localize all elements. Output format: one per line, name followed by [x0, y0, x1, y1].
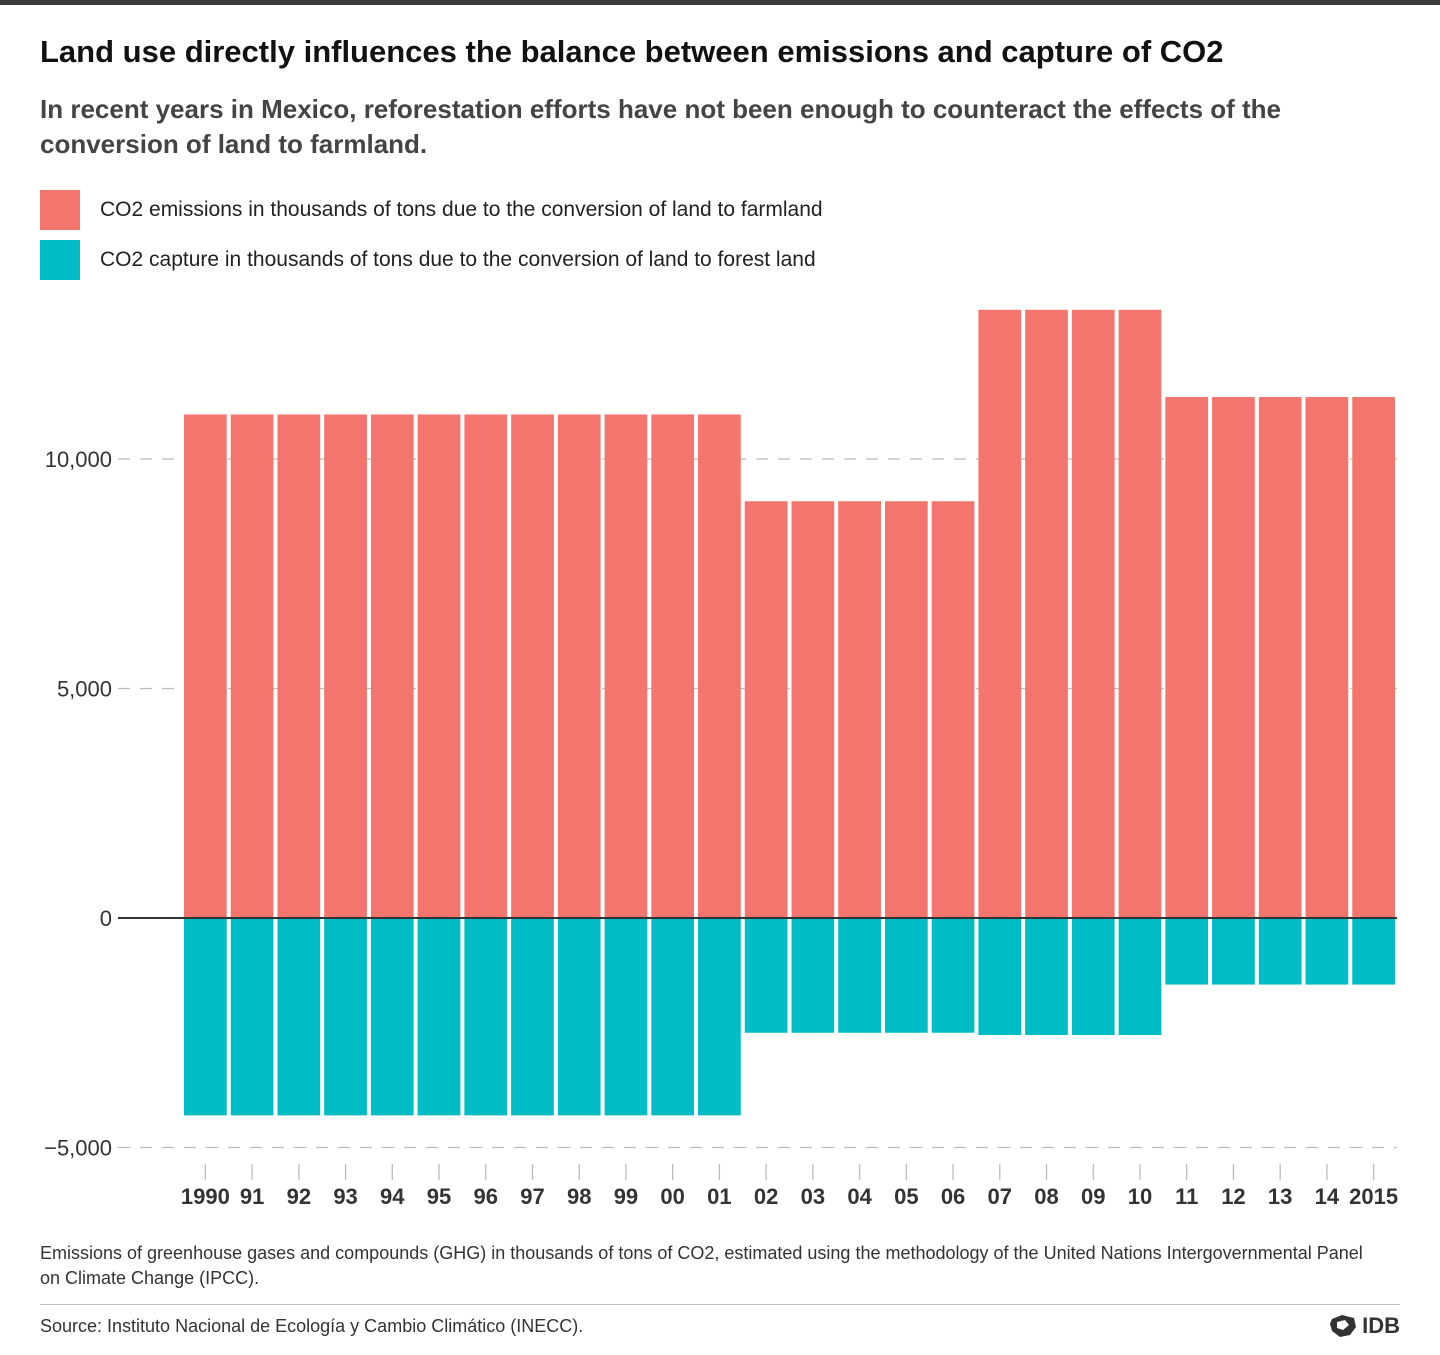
bar-capture — [931, 918, 975, 1033]
x-tick-label: 03 — [801, 1184, 825, 1209]
bar-emissions — [1352, 397, 1395, 918]
bar-capture — [184, 918, 227, 1116]
bar-capture — [1165, 918, 1209, 985]
bar-capture — [511, 918, 554, 1116]
x-tick-label: 93 — [333, 1184, 357, 1209]
bar-capture — [791, 918, 835, 1033]
bar-capture — [744, 918, 788, 1033]
bar-emissions — [1258, 397, 1302, 918]
chart-subtitle: In recent years in Mexico, reforestation… — [40, 94, 1282, 159]
bar-emissions — [791, 501, 835, 918]
legend-item-emissions: CO2 emissions in thousands of tons due t… — [40, 190, 823, 230]
bar-emissions — [511, 414, 554, 918]
idb-logo-icon — [1330, 1315, 1357, 1337]
bar-emissions — [1305, 397, 1349, 918]
bar-emissions — [744, 501, 788, 918]
legend-swatch-capture — [40, 240, 80, 280]
bar-emissions — [370, 414, 414, 918]
legend-swatch-emissions — [40, 190, 80, 230]
bar-emissions — [698, 414, 741, 918]
bar-capture — [324, 918, 367, 1116]
bar-capture — [698, 918, 741, 1116]
x-tick-label: 07 — [988, 1184, 1012, 1209]
bar-capture — [1258, 918, 1302, 985]
bar-emissions — [838, 501, 881, 918]
x-tick-label: 12 — [1221, 1184, 1245, 1209]
x-tick-label: 99 — [614, 1184, 638, 1209]
y-tick-label: 0 — [100, 906, 112, 931]
x-tick-label: 11 — [1175, 1184, 1198, 1209]
bar-capture — [1071, 918, 1115, 1036]
idb-logo: IDB — [1328, 1313, 1400, 1339]
bar-emissions — [604, 414, 648, 918]
top-border — [0, 0, 1440, 5]
bar-capture — [1352, 918, 1395, 985]
x-tick-label: 91 — [240, 1184, 264, 1209]
y-tick-label: 5,000 — [57, 677, 112, 702]
x-tick-label: 10 — [1128, 1184, 1152, 1209]
x-tick-label: 14 — [1315, 1184, 1340, 1209]
bar-chart: 10,000 5,000 0 −5,000 1990 91 92 93 94 95 96 97 98 99… — [44, 309, 1398, 1209]
bar-capture — [370, 918, 414, 1116]
legend-label-emissions: CO2 emissions in thousands of tons due t… — [100, 198, 823, 221]
x-tick-label: 04 — [847, 1184, 872, 1209]
bar-emissions — [1118, 309, 1162, 918]
bar-capture — [1305, 918, 1349, 985]
bar-capture — [651, 918, 695, 1116]
bar-capture — [1212, 918, 1255, 985]
x-tick-label: 1990 — [181, 1184, 230, 1209]
bar-emissions — [978, 309, 1022, 918]
bar-capture — [838, 918, 881, 1033]
bar-emissions — [884, 501, 928, 918]
bar-capture — [230, 918, 274, 1116]
bar-emissions — [230, 414, 274, 918]
x-tick-label: 02 — [754, 1184, 778, 1209]
x-tick-label: 00 — [660, 1184, 684, 1209]
bar-capture — [557, 918, 601, 1116]
bar-emissions — [417, 414, 461, 918]
bar-emissions — [1165, 397, 1209, 918]
bar-capture — [884, 918, 928, 1033]
x-tick-label: 09 — [1081, 1184, 1105, 1209]
bar-capture — [978, 918, 1022, 1036]
x-tick-label: 97 — [520, 1184, 544, 1209]
bar-emissions — [464, 414, 508, 918]
x-tick-label: 05 — [894, 1184, 918, 1209]
bar-capture — [604, 918, 648, 1116]
source-note: Source: Instituto Nacional de Ecología y… — [40, 1316, 584, 1336]
bar-emissions — [1025, 309, 1068, 918]
bar-capture — [417, 918, 461, 1116]
bar-emissions — [1212, 397, 1255, 918]
idb-logo-text: IDB — [1362, 1313, 1400, 1338]
x-tick-label: 94 — [380, 1184, 405, 1209]
bar-emissions — [324, 414, 367, 918]
x-tick-label: 06 — [941, 1184, 965, 1209]
x-tick-label: 01 — [707, 1184, 731, 1209]
bar-capture — [1025, 918, 1068, 1036]
chart-title: Land use directly influences the balance… — [40, 34, 1224, 69]
bar-emissions — [557, 414, 601, 918]
x-tick-label: 08 — [1034, 1184, 1058, 1209]
x-tick-label: 13 — [1268, 1184, 1292, 1209]
y-tick-label: 10,000 — [45, 447, 112, 472]
bar-emissions — [931, 501, 975, 918]
legend-label-capture: CO2 capture in thousands of tons due to … — [100, 248, 816, 271]
legend-item-capture: CO2 capture in thousands of tons due to … — [40, 240, 816, 280]
bar-emissions — [651, 414, 695, 918]
bar-emissions — [184, 414, 227, 918]
x-tick-label: 96 — [474, 1184, 498, 1209]
footnote: Emissions of greenhouse gases and compou… — [40, 1243, 1363, 1288]
bar-capture — [464, 918, 508, 1116]
x-tick-label: 2015 — [1349, 1184, 1398, 1209]
bar-capture — [277, 918, 321, 1116]
footer-divider — [40, 1304, 1400, 1305]
x-tick-label: 95 — [427, 1184, 451, 1209]
bar-capture — [1118, 918, 1162, 1036]
bar-emissions — [1071, 309, 1115, 918]
x-tick-label: 92 — [287, 1184, 311, 1209]
y-tick-label: −5,000 — [44, 1136, 112, 1161]
x-tick-label: 98 — [567, 1184, 591, 1209]
bar-emissions — [277, 414, 321, 918]
